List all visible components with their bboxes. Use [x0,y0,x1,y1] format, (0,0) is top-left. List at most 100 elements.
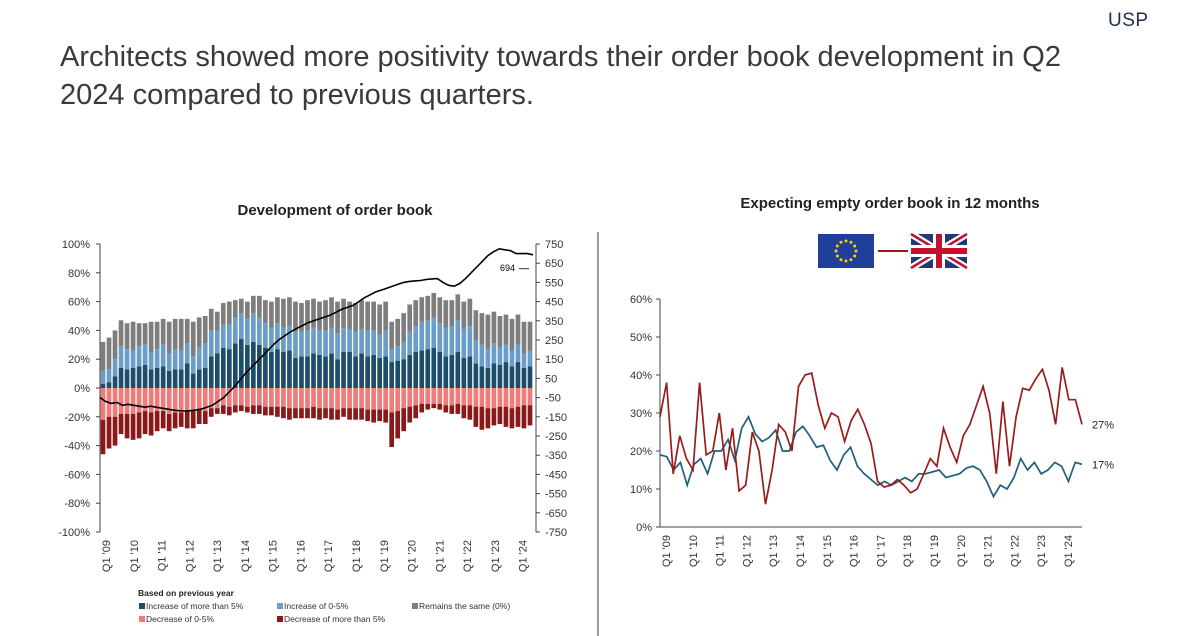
bar-segment [329,388,334,409]
bar-segment [154,388,160,412]
bar-segment [136,366,142,388]
legend-label: Increase of more than 5% [146,601,244,611]
eu-flag-star [844,259,848,263]
bar-segment [449,326,455,355]
bar-segment [160,388,166,412]
x-axis-tick-label: Q1 '17 [323,540,335,572]
bar-segment [503,406,509,427]
right-axis-tick-label: -650 [545,508,567,520]
bar-segment [329,353,334,388]
bar-segment [317,408,322,420]
bar-segment [371,301,376,331]
y-axis-tick-label: 40% [630,370,652,382]
bar-segment [431,292,437,318]
bar-segment [401,388,407,409]
bar-segment [178,318,184,351]
bar-segment [359,328,364,354]
bar-segment [311,353,316,388]
bar-segment [365,330,370,357]
bar-segment [527,321,533,351]
bar-segment [299,356,304,388]
bar-segment [305,330,310,357]
bar-segment [275,406,280,417]
bar-segment [263,347,268,388]
bar-segment [269,388,274,407]
bar-segment [407,388,413,407]
bar-segment [281,298,286,328]
bar-segment [311,327,316,354]
bar-segment [329,327,334,354]
x-axis-tick-label: Q1 '09 [101,540,113,572]
right-axis-tick-label: 50 [545,373,557,385]
bar-segment [118,413,124,435]
bar-segment [166,413,172,432]
bar-segment [142,388,148,412]
bar-segment [232,317,238,344]
bar-segment [106,337,112,370]
bar-segment [130,388,136,414]
bar-segment [317,301,322,331]
bar-segment [389,349,395,363]
bar-segment [202,316,208,344]
bar-segment [467,405,473,420]
legend-label: Remains the same (0%) [419,601,510,611]
bar-segment [485,388,491,409]
bar-segment [257,388,262,406]
bar-segment [329,408,334,420]
bar-segment [425,320,431,350]
series-last-value-label: 27% [1092,419,1114,431]
legend-label: Decrease of 0-5% [146,614,214,624]
bar-segment [142,323,148,345]
bar-segment [287,408,292,420]
bar-segment [323,388,328,409]
bar-segment [371,409,376,423]
bar-segment [287,388,292,409]
x-axis-tick-label: Q1 '18 [351,540,363,572]
bar-segment [208,330,214,357]
bar-segment [220,347,226,388]
bar-segment [527,388,533,406]
bar-segment [124,349,130,370]
bar-segment [407,331,413,355]
bar-segment [449,388,455,406]
bar-segment [130,321,136,351]
bar-segment [124,413,130,439]
x-axis-tick-label: Q1 '24 [518,540,530,572]
bar-segment [497,406,503,424]
bar-segment [395,411,401,439]
bar-segment [515,344,521,363]
bar-segment [160,411,166,429]
right-axis-tick-label: -150 [545,412,567,424]
bar-segment [401,408,407,432]
bar-segment [148,369,154,388]
bar-segment [431,403,437,409]
bar-segment [461,388,467,406]
bar-segment [521,353,527,368]
eu-flag-icon [818,234,874,268]
bar-segment [467,326,473,357]
uk-series-line [659,367,1083,505]
bar-segment [196,388,202,410]
bar-segment [257,295,262,318]
bar-segment [263,388,268,407]
bar-segment [202,367,208,388]
bar-segment [479,344,485,367]
bar-segment [377,388,382,410]
bar-segment [359,388,364,409]
bar-segment [251,388,256,406]
bar-segment [413,405,419,419]
bar-segment [491,311,497,344]
bar-segment [389,321,395,350]
right-axis-tick-label: 550 [545,277,563,289]
bar-segment [443,300,449,328]
bar-segment [293,408,298,419]
bar-segment [443,388,449,406]
eu-series-line [659,414,1083,499]
x-axis-tick-label: Q1 '15 [822,535,834,567]
bar-segment [244,344,250,388]
bar-segment [509,318,515,351]
bar-segment [449,300,455,327]
bar-segment [485,408,491,429]
bar-segment [287,350,292,388]
bar-segment [473,310,479,341]
